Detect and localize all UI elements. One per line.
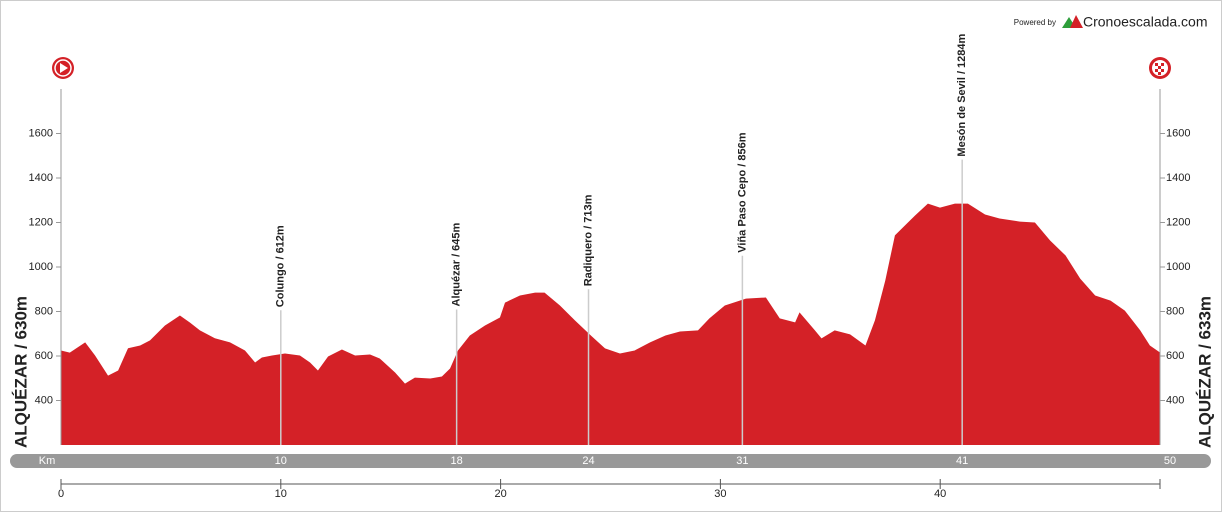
y-tick-label: 1200 — [29, 216, 53, 228]
y-tick-label-right: 1400 — [1166, 172, 1190, 184]
y-tick-label-right: 400 — [1166, 394, 1184, 406]
km-bar-label: 31 — [736, 455, 748, 467]
start-label: ALQUÉZAR / 630m — [11, 296, 30, 448]
powered-by: Powered by — [1014, 18, 1056, 27]
y-tick-label: 1600 — [29, 127, 53, 139]
y-tick-label-right: 600 — [1166, 350, 1184, 362]
pass-label: Alquézar / 645m — [451, 222, 463, 306]
y-tick-label: 800 — [35, 305, 53, 317]
pass-label: Radiquero / 713m — [582, 194, 594, 286]
x-tick-label: 20 — [494, 488, 506, 500]
x-tick-label: 30 — [714, 488, 726, 500]
y-tick-label: 1000 — [29, 261, 53, 273]
y-tick-label: 600 — [35, 350, 53, 362]
km-bar-label: 41 — [956, 455, 968, 467]
y-tick-label-right: 800 — [1166, 305, 1184, 317]
y-tick-label: 1400 — [29, 172, 53, 184]
km-bar-label: 18 — [451, 455, 463, 467]
pass-label: Viña Paso Cepo / 856m — [736, 132, 748, 252]
km-bar-label: 10 — [275, 455, 287, 467]
y-tick-label: 400 — [35, 394, 53, 406]
km-bar-label: Km — [39, 455, 56, 467]
brand: Cronoescalada.com — [1083, 14, 1208, 30]
km-bar — [10, 454, 1211, 468]
y-tick-label-right: 1200 — [1166, 216, 1190, 228]
finish-label: ALQUÉZAR / 633m — [1195, 296, 1214, 448]
y-tick-label-right: 1000 — [1166, 261, 1190, 273]
brand-logo — [1062, 15, 1083, 28]
x-tick-label: 10 — [275, 488, 287, 500]
finish-icon — [1149, 57, 1171, 79]
start-icon — [52, 57, 74, 79]
x-tick-label: 0 — [58, 488, 64, 500]
pass-label: Colungo / 612m — [275, 225, 287, 307]
km-bar-label: 24 — [582, 455, 594, 467]
km-bar-label: 50 — [1164, 455, 1176, 467]
elevation-area — [61, 203, 1160, 445]
pass-label: Mesón de Sevil / 1284m — [956, 33, 968, 156]
x-tick-label: 40 — [934, 488, 946, 500]
y-tick-label-right: 1600 — [1166, 127, 1190, 139]
